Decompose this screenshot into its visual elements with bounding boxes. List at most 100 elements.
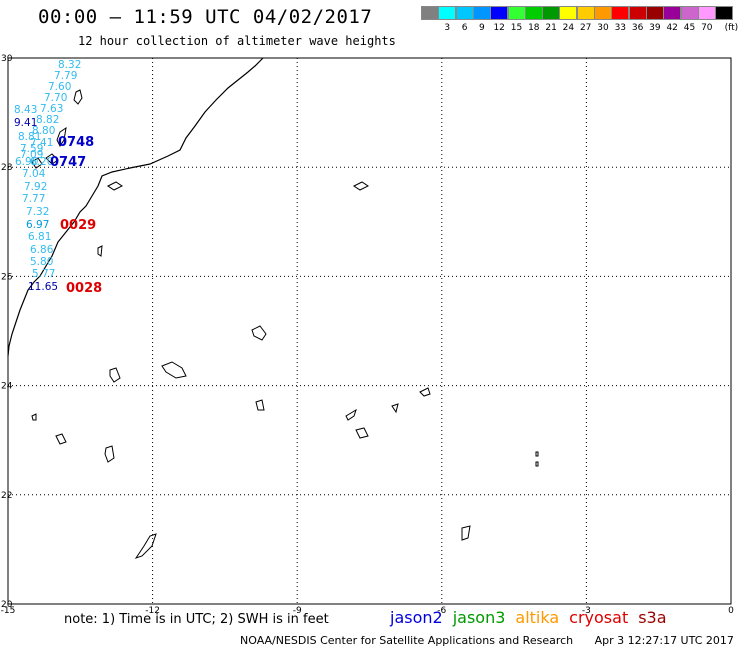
pass-time-label: 0029 xyxy=(60,218,96,233)
wave-height-value: 8.81 xyxy=(18,131,41,143)
island xyxy=(107,181,123,191)
map-subtitle: 12 hour collection of altimeter wave hei… xyxy=(78,34,396,48)
wave-height-value: 7.41 xyxy=(30,137,53,149)
color-legend: 3 6 9 12 15 18 21 24 27 30 33 36 39 42 45 70 (ft) xyxy=(421,6,738,36)
legend-unit: (ft) xyxy=(724,23,739,33)
legend-label: 42 xyxy=(666,23,678,33)
legend-label: 33 xyxy=(614,23,627,33)
legend-label: 9 xyxy=(479,23,485,33)
wave-height-value: 7.63 xyxy=(40,103,63,115)
wave-height-value: 5.77 xyxy=(32,268,55,280)
pass-time-label: 0028 xyxy=(66,281,102,296)
wave-height-value: 7.79 xyxy=(54,70,77,82)
wave-height-value: 7.60 xyxy=(48,81,71,93)
credit-date: Apr 3 12:27:17 UTC 2017 xyxy=(594,634,734,647)
wave-height-value: 8.32 xyxy=(58,59,81,71)
coastline xyxy=(7,57,264,357)
island xyxy=(45,153,59,165)
island xyxy=(31,413,37,421)
wave-height-labels: 8.327.797.607.70 8.43 7.638.829.418.808.81… xyxy=(14,59,81,293)
wave-height-value: 5.80 xyxy=(30,256,53,268)
lon-tick-label: -3 xyxy=(582,606,591,616)
island xyxy=(251,325,267,341)
wave-height-value: 7.59 xyxy=(20,143,43,155)
grid-lines xyxy=(8,58,731,604)
legend-label: 70 xyxy=(701,23,713,33)
legend-label: 30 xyxy=(597,23,609,33)
wave-height-value: 11.65 xyxy=(28,281,58,293)
legend-label: 39 xyxy=(649,23,661,33)
island xyxy=(134,533,157,559)
footnote: note: 1) Time is in UTC; 2) SWH is in fe… xyxy=(64,612,329,627)
satellite-name: jason2 xyxy=(390,608,443,627)
legend-label: 15 xyxy=(510,23,523,33)
satellite-name: altika xyxy=(515,608,560,627)
wave-height-value: 6.81 xyxy=(28,231,51,243)
lat-tick-label: 24 xyxy=(1,382,13,392)
island xyxy=(461,525,471,541)
wave-height-value: 6.90 xyxy=(15,156,38,168)
wave-height-value: 7.77 xyxy=(22,193,45,205)
wave-height-value: 9.41 xyxy=(14,117,37,129)
island xyxy=(255,399,265,411)
wave-height-value: 8.82 xyxy=(36,114,59,126)
map-title: 00:00 — 11:59 UTC 04/02/2017 xyxy=(38,6,373,28)
credit-line: NOAA/NESDIS Center for Satellite Applica… xyxy=(240,634,734,647)
wave-height-value: 7.09 xyxy=(20,149,43,161)
lon-tick-label: 0 xyxy=(728,606,734,616)
island xyxy=(535,451,539,457)
wave-height-value: 8.43 xyxy=(14,104,37,116)
wave-height-value: 7.32 xyxy=(26,206,49,218)
satellite-name: cryosat xyxy=(569,608,629,627)
legend-label: 12 xyxy=(493,23,505,33)
island xyxy=(73,89,83,105)
wave-height-value: 7.70 xyxy=(44,92,67,104)
satellite-legend: jason2 jason3 altika cryosat s3a xyxy=(390,608,677,627)
legend-swatch xyxy=(715,6,734,20)
island xyxy=(104,445,115,463)
wave-height-value: 7.92 xyxy=(24,181,47,193)
wave-height-value: 7.04 xyxy=(22,168,46,180)
lon-tick-label: -12 xyxy=(145,606,160,616)
island xyxy=(161,361,187,379)
lon-tick-label: -6 xyxy=(437,606,446,616)
credit-text: NOAA/NESDIS Center for Satellite Applica… xyxy=(240,634,574,647)
lat-tick-label: 26 xyxy=(1,272,13,282)
island xyxy=(419,387,431,397)
legend-label: 27 xyxy=(579,23,592,33)
legend-label: 45 xyxy=(683,23,696,33)
pass-time-label: 0747 xyxy=(50,155,86,170)
island xyxy=(345,408,357,421)
satellite-name: jason3 xyxy=(452,608,506,627)
island xyxy=(353,181,369,191)
plot-frame xyxy=(7,57,732,605)
legend-label: 24 xyxy=(562,23,575,33)
island xyxy=(97,245,103,257)
island xyxy=(56,126,67,147)
lon-tick-label: -15 xyxy=(1,606,16,616)
lat-tick-label: 30 xyxy=(1,54,13,64)
wave-height-value: 8.80 xyxy=(32,125,55,137)
island xyxy=(391,403,399,414)
island xyxy=(355,427,369,439)
legend-label: 21 xyxy=(545,23,557,33)
island xyxy=(31,157,43,169)
wave-height-value: 6.97 xyxy=(26,219,49,231)
pass-time-label: 0748 xyxy=(58,135,94,150)
wave-height-value: 6.20 xyxy=(30,156,53,168)
legend-label: 36 xyxy=(631,23,644,33)
satellite-name: s3a xyxy=(638,608,667,627)
lon-tick-label: -9 xyxy=(293,606,302,616)
lat-tick-label: 22 xyxy=(1,491,12,501)
axis-labels: -15 -12 -9 -6 -3 0 30 28 26 24 22 20 xyxy=(1,54,734,616)
legend-label: 3 xyxy=(444,23,451,33)
wave-height-value: 6.86 xyxy=(30,244,54,256)
island xyxy=(109,367,121,383)
island xyxy=(55,433,67,445)
lat-tick-label: 28 xyxy=(1,163,13,173)
pass-time-labels: 0748 0747 0029 0028 xyxy=(50,135,102,296)
legend-label: 18 xyxy=(528,23,540,33)
island xyxy=(535,461,539,467)
legend-label: 6 xyxy=(461,23,468,33)
